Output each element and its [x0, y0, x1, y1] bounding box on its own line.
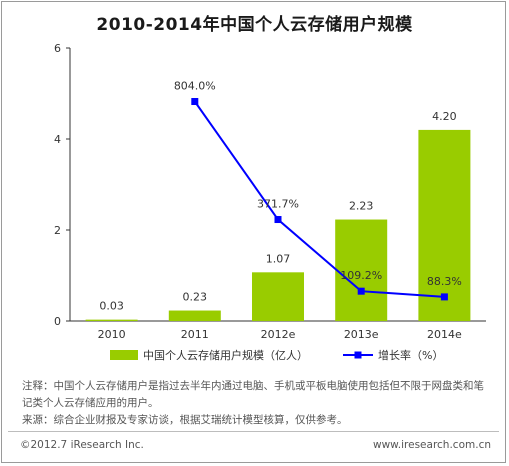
x-tick-label: 2013e: [344, 328, 379, 341]
y-tick-label: 0: [54, 315, 61, 328]
growth-rate-point: [357, 287, 365, 295]
website-text: www.iresearch.com.cn: [372, 439, 491, 451]
source-text: 来源：综合企业财报及专家访谈，根据艾瑞统计模型核算，仅供参考。: [22, 414, 348, 426]
legend-line-label: 增长率（%）: [378, 348, 443, 362]
notes: 注释：中国个人云存储用户是指过去半年内通过电脑、手机或平板电脑使用包括但不限于网…: [22, 378, 492, 429]
y-tick-label: 2: [54, 224, 61, 237]
bar-value-label: 1.07: [266, 252, 291, 265]
legend-bar-swatch: [110, 350, 138, 360]
x-tick-label: 2011: [181, 328, 209, 341]
y-tick-label: 6: [54, 42, 61, 55]
copyright-text: ©2012.7 iResearch Inc.: [20, 439, 144, 451]
bar-value-label: 2.23: [349, 200, 374, 213]
bar: [335, 219, 388, 321]
growth-rate-point: [274, 216, 282, 224]
y-tick-label: 4: [54, 133, 61, 146]
legend-line-marker: [354, 351, 362, 359]
legend-bar-label: 中国个人云存储用户规模（亿人）: [143, 348, 308, 362]
growth-rate-point: [191, 98, 199, 106]
growth-rate-point: [440, 293, 448, 301]
growth-rate-line: [193, 100, 445, 298]
footer-divider: [8, 431, 499, 432]
bar: [168, 310, 221, 321]
bar-value-label: 0.23: [183, 291, 208, 304]
bar: [85, 319, 138, 321]
x-tick-label: 2012e: [261, 328, 296, 341]
chart-plot: 0 2 4 6 0.03 2010 0.23 2011 1.07 2012e 2.23 2013e 4.…: [54, 42, 486, 362]
x-tick-label: 2014e: [427, 328, 462, 341]
bar: [418, 129, 471, 321]
note-text: 注释：中国个人云存储用户是指过去半年内通过电脑、手机或平板电脑使用包括但不限于网…: [22, 380, 484, 409]
bar-value-label: 4.20: [432, 110, 457, 123]
bar: [252, 272, 304, 321]
bar-value-label: 0.03: [99, 300, 124, 313]
chart-title: 2010-2014年中国个人云存储用户规模: [96, 15, 413, 35]
growth-rate-label: 109.2%: [340, 269, 382, 282]
growth-rate-label: 804.0%: [174, 80, 216, 93]
growth-rate-label: 371.7%: [257, 198, 299, 211]
growth-rate-label: 88.3%: [427, 275, 462, 288]
x-tick-label: 2010: [98, 328, 126, 341]
